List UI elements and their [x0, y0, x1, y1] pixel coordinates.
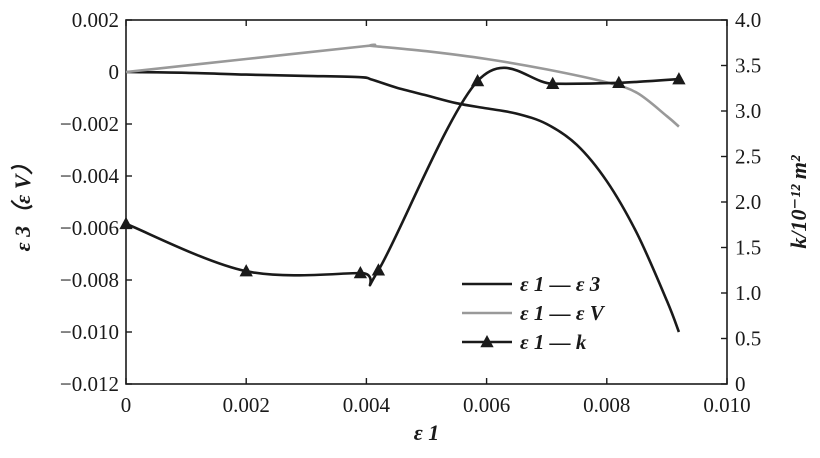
y-right-tick-label: 4.0	[735, 8, 761, 32]
x-tick-label: 0.006	[463, 393, 510, 417]
y-left-tick-label: −0.008	[60, 268, 119, 292]
series-line-0	[125, 70, 681, 333]
series-line-2	[125, 66, 679, 287]
y-left-tick-label: 0	[109, 60, 120, 84]
x-tick-label: 0.002	[223, 393, 270, 417]
legend-marker-2	[480, 335, 494, 348]
y-right-tick-label: 0	[735, 372, 746, 396]
y-left-tick-label: 0.002	[72, 8, 119, 32]
data-point	[239, 264, 253, 277]
x-tick-label: 0.008	[583, 393, 630, 417]
y-right-tick-label: 1.0	[735, 281, 761, 305]
y-right-axis-label: k/10⁻¹² m²	[786, 155, 811, 249]
y-right-tick-label: 2.5	[735, 145, 761, 169]
y-right-tick-label: 3.5	[735, 54, 761, 78]
legend-label-0: ε 1 — ε 3	[520, 272, 600, 296]
data-point	[612, 75, 626, 89]
x-tick-label: 0.004	[343, 393, 391, 417]
y-left-tick-label: −0.012	[60, 372, 119, 396]
y-right-tick-label: 3.0	[735, 99, 761, 123]
data-point	[119, 216, 133, 230]
legend: ε 1 — ε 3 ε 1 — ε V ε 1 — k	[462, 272, 606, 354]
y-right-tick-label: 1.5	[735, 236, 761, 260]
y-left-axis-label: ε 3（ε V）	[10, 153, 35, 252]
series-layer	[119, 43, 686, 333]
x-tick-label: 0	[121, 393, 132, 417]
x-axis-label: ε 1	[414, 420, 440, 445]
y-left-tick-label: −0.002	[60, 112, 119, 136]
data-point	[371, 263, 386, 276]
y-left-tick-label: −0.004	[60, 164, 120, 188]
data-point	[672, 72, 686, 85]
y-left-tick-label: −0.010	[60, 320, 119, 344]
series-line-1	[125, 43, 680, 128]
x-tick-label: 0.010	[703, 393, 750, 417]
y-right-tick-label: 2.0	[735, 190, 761, 214]
legend-label-1: ε 1 — ε V	[520, 301, 606, 325]
data-point	[470, 73, 485, 87]
data-point	[546, 76, 560, 89]
y-left-tick-label: −0.006	[60, 216, 119, 240]
y-right-tick-label: 0.5	[735, 327, 761, 351]
data-point	[353, 265, 368, 279]
axes: 0 0.002 0.004 0.006 0.008 0.010 0.002 0 −0.002 −0…	[10, 8, 811, 445]
legend-label-2: ε 1 — k	[520, 330, 587, 354]
